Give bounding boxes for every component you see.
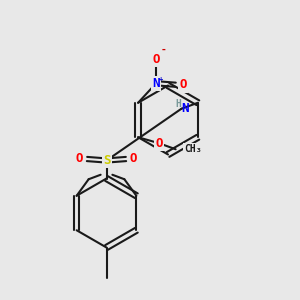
Text: O: O (76, 152, 83, 166)
Text: S: S (103, 154, 110, 167)
Text: O: O (130, 152, 137, 166)
Text: -: - (160, 45, 166, 55)
Text: CH₃: CH₃ (184, 144, 202, 154)
Text: +: + (159, 76, 164, 82)
Text: O: O (155, 137, 163, 150)
Text: H: H (176, 99, 181, 109)
Text: O: O (179, 78, 187, 91)
Text: O: O (152, 53, 160, 66)
Text: N: N (152, 77, 160, 90)
Text: N: N (181, 102, 189, 115)
